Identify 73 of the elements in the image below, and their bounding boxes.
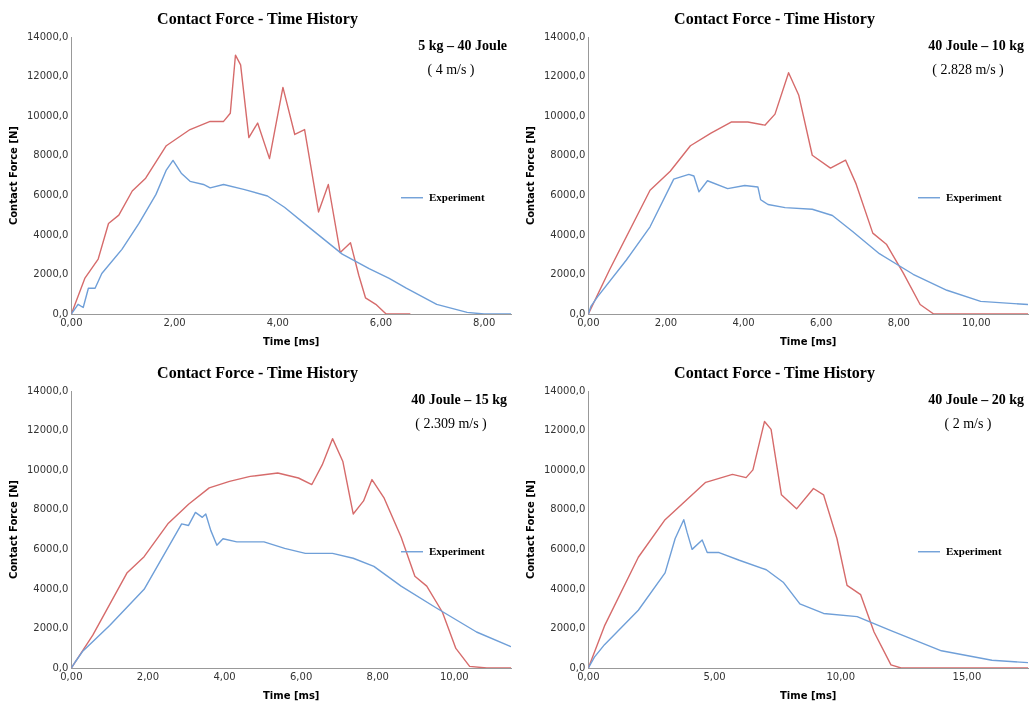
x-tick-label: 8,00 — [887, 316, 910, 328]
y-tick-label: 14000,0 — [26, 384, 69, 396]
y-tick-label: 12000,0 — [543, 424, 586, 436]
chart-title: Contact Force - Time History — [674, 363, 875, 382]
chart-title: Contact Force - Time History — [674, 9, 875, 28]
y-tick-label: 2000,0 — [550, 622, 586, 634]
y-axis-title: Contact Force [N] — [7, 126, 19, 226]
legend-label: Experiment — [946, 190, 1002, 203]
annotation: ( 4 m/s ) — [427, 61, 475, 78]
chart-title: Contact Force - Time History — [157, 363, 358, 382]
annotation: 40 Joule – 15 kg — [411, 391, 507, 407]
y-tick-label: 8000,0 — [550, 503, 586, 515]
y-axis-title: Contact Force [N] — [524, 126, 536, 226]
legend-label: Experiment — [429, 190, 485, 203]
y-tick-label: 14000,0 — [543, 30, 586, 42]
annotation: ( 2.309 m/s ) — [415, 415, 488, 432]
x-tick-label: 4,00 — [213, 670, 236, 682]
y-axis-title: Contact Force [N] — [7, 480, 19, 580]
annotation: ( 2 m/s ) — [944, 415, 992, 432]
y-axis-title: Contact Force [N] — [524, 480, 536, 580]
y-tick-label: 12000,0 — [543, 70, 586, 82]
y-tick-label: 12000,0 — [26, 70, 69, 82]
x-tick-label: 2,00 — [163, 316, 186, 328]
y-tick-label: 0,0 — [569, 307, 586, 319]
x-axis-title: Time [ms] — [262, 335, 320, 347]
y-tick-label: 6000,0 — [33, 188, 69, 200]
legend-label: Experiment — [946, 544, 1002, 557]
x-tick-label: 6,00 — [290, 670, 313, 682]
y-tick-label: 6000,0 — [33, 542, 69, 554]
y-tick-label: 2000,0 — [550, 268, 586, 280]
x-axis-title: Time [ms] — [779, 689, 837, 701]
y-tick-label: 10000,0 — [26, 109, 69, 121]
y-tick-label: 2000,0 — [33, 622, 69, 634]
y-tick-label: 4000,0 — [33, 582, 69, 594]
x-tick-label: 5,00 — [703, 670, 726, 682]
x-tick-label: 2,00 — [654, 316, 678, 328]
x-axis-title: Time [ms] — [779, 335, 837, 347]
legend-label: Experiment — [429, 544, 485, 557]
y-tick-label: 12000,0 — [26, 424, 69, 436]
y-tick-label: 10000,0 — [26, 463, 69, 475]
x-tick-label: 10,00 — [962, 316, 991, 328]
y-tick-label: 10000,0 — [543, 463, 586, 475]
x-tick-label: 8,00 — [366, 670, 389, 682]
x-tick-label: 4,00 — [732, 316, 755, 328]
x-tick-label: 8,00 — [473, 316, 496, 328]
y-tick-label: 4000,0 — [33, 228, 69, 240]
annotation: ( 2.828 m/s ) — [932, 61, 1005, 78]
x-tick-label: 10,00 — [440, 670, 469, 682]
y-tick-label: 4000,0 — [550, 582, 586, 594]
x-tick-label: 15,00 — [952, 670, 982, 682]
x-tick-label: 6,00 — [810, 316, 833, 328]
x-tick-label: 4,00 — [266, 316, 289, 328]
y-tick-label: 4000,0 — [550, 228, 586, 240]
y-tick-label: 8000,0 — [33, 503, 69, 515]
y-tick-label: 14000,0 — [26, 30, 69, 42]
y-tick-label: 8000,0 — [33, 149, 69, 161]
x-tick-label: 2,00 — [136, 670, 160, 682]
x-tick-label: 10,00 — [826, 670, 856, 682]
annotation: 40 Joule – 20 kg — [928, 391, 1024, 407]
x-tick-label: 6,00 — [369, 316, 393, 328]
y-tick-label: 2000,0 — [33, 268, 69, 280]
x-axis-title: Time [ms] — [262, 689, 320, 701]
y-tick-label: 0,0 — [52, 661, 69, 673]
y-tick-label: 14000,0 — [543, 384, 586, 396]
chart-title: Contact Force - Time History — [157, 9, 358, 28]
y-tick-label: 8000,0 — [550, 149, 586, 161]
y-tick-label: 0,0 — [569, 661, 586, 673]
annotation: 5 kg – 40 Joule — [418, 37, 507, 53]
y-tick-label: 10000,0 — [543, 109, 586, 121]
y-tick-label: 6000,0 — [550, 542, 586, 554]
y-tick-label: 0,0 — [52, 307, 69, 319]
y-tick-label: 6000,0 — [550, 188, 586, 200]
annotation: 40 Joule – 10 kg — [928, 37, 1024, 53]
